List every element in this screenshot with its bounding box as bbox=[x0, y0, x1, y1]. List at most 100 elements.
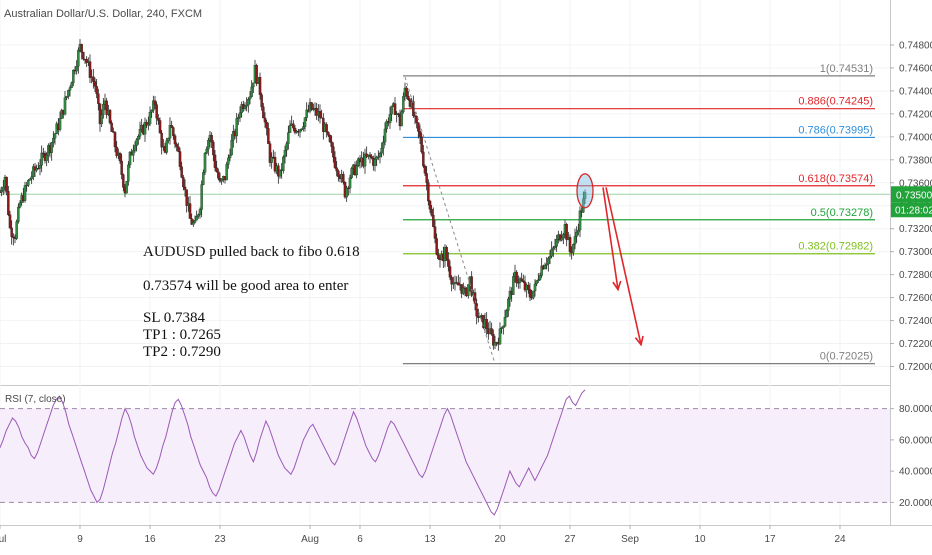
x-tick-label: 16 bbox=[144, 534, 156, 545]
fib-level-label: 0.5(0.73278) bbox=[811, 207, 873, 219]
candle-body bbox=[63, 97, 67, 115]
candle-body bbox=[417, 122, 420, 132]
tp1-arrow-head bbox=[612, 280, 622, 292]
candle-body bbox=[75, 66, 78, 72]
rsi-tick-label: 40.0000 bbox=[899, 467, 932, 478]
candle-body bbox=[540, 265, 543, 276]
candle-body bbox=[77, 49, 80, 67]
candle-body bbox=[160, 132, 163, 148]
candle-body bbox=[318, 111, 322, 118]
candle-body bbox=[143, 122, 147, 135]
candle-body bbox=[363, 153, 367, 167]
price-tick-label: 0.73600 bbox=[899, 178, 932, 189]
price-tick-label: 0.72600 bbox=[899, 293, 932, 304]
candle-body bbox=[92, 76, 95, 82]
candle-body bbox=[492, 333, 495, 346]
candle-body bbox=[555, 239, 558, 247]
candle-body bbox=[512, 276, 515, 295]
candle-body bbox=[493, 342, 497, 346]
candle-body bbox=[490, 328, 493, 335]
fib-level-label: 0.382(0.72982) bbox=[798, 241, 873, 253]
candle-body bbox=[550, 248, 553, 257]
candle-body bbox=[515, 271, 518, 284]
candle-body bbox=[462, 287, 465, 294]
candle-body bbox=[310, 102, 313, 110]
candle-body bbox=[112, 131, 115, 133]
candle-body bbox=[292, 123, 295, 129]
candle-body bbox=[302, 126, 305, 130]
fib-level-label: 0.786(0.73995) bbox=[798, 124, 873, 136]
candle-body bbox=[485, 319, 488, 329]
candle-body bbox=[168, 125, 172, 139]
fib-level-label: 0.886(0.74245) bbox=[798, 96, 873, 108]
candle-body bbox=[152, 100, 155, 111]
price-tick-label: 0.73200 bbox=[899, 224, 932, 235]
candle-body bbox=[58, 118, 62, 130]
candle-body bbox=[8, 214, 12, 229]
candle-body bbox=[230, 140, 233, 156]
candle-body bbox=[40, 152, 43, 166]
candle-body bbox=[72, 69, 75, 84]
candle-body bbox=[203, 153, 207, 173]
candle-body bbox=[478, 315, 482, 318]
candle-body bbox=[193, 220, 197, 223]
candle-body bbox=[197, 214, 200, 217]
candle-body bbox=[502, 325, 505, 329]
candle-body bbox=[500, 327, 503, 329]
candle-body bbox=[565, 224, 568, 241]
candle-body bbox=[128, 151, 132, 166]
candle-body bbox=[330, 141, 333, 147]
candle-body bbox=[38, 165, 42, 169]
tp2-arrow-head bbox=[634, 335, 644, 347]
candle-body bbox=[425, 173, 428, 183]
candle-body bbox=[127, 164, 130, 182]
x-tick-label: Jul bbox=[0, 534, 6, 545]
price-tick-label: 0.74200 bbox=[899, 109, 932, 120]
candle-body bbox=[545, 263, 548, 266]
entry-zone-ellipse bbox=[576, 173, 594, 209]
candle-body bbox=[382, 141, 385, 149]
candle-body bbox=[155, 104, 158, 119]
candle-body bbox=[115, 146, 118, 156]
candle-body bbox=[260, 94, 263, 108]
candle-body bbox=[405, 87, 408, 97]
candle-body bbox=[533, 283, 537, 292]
candle-body bbox=[522, 280, 525, 283]
candle-body bbox=[303, 117, 307, 127]
candle-body bbox=[370, 156, 373, 159]
candle-body bbox=[577, 229, 580, 233]
price-tick-label: 0.74400 bbox=[899, 86, 932, 97]
candle-body bbox=[332, 146, 335, 158]
candle-body bbox=[202, 172, 205, 185]
candle-body bbox=[85, 59, 88, 63]
x-tick-label: 27 bbox=[564, 534, 576, 545]
candle-body bbox=[0, 189, 3, 193]
candle-body bbox=[282, 156, 285, 171]
candle-body bbox=[67, 90, 70, 97]
candle-body bbox=[5, 176, 8, 192]
candle-body bbox=[65, 96, 68, 98]
candle-body bbox=[45, 155, 48, 161]
candle-body bbox=[250, 86, 253, 97]
candle-body bbox=[418, 131, 422, 137]
candle-body bbox=[422, 151, 425, 167]
candle-body bbox=[113, 132, 117, 148]
candle-body bbox=[505, 310, 508, 318]
candle-body bbox=[390, 105, 393, 115]
candle-body bbox=[560, 237, 563, 241]
candle-body bbox=[28, 178, 32, 181]
x-tick-label: 24 bbox=[834, 534, 846, 545]
candle-body bbox=[350, 168, 353, 179]
candle-body bbox=[312, 108, 315, 110]
candle-body bbox=[245, 104, 248, 107]
candle-body bbox=[283, 149, 287, 158]
candle-body bbox=[547, 258, 550, 265]
candle-body bbox=[287, 132, 290, 144]
candle-body bbox=[210, 134, 213, 143]
candle-body bbox=[498, 328, 502, 345]
candle-body bbox=[380, 147, 383, 154]
x-tick-label: 20 bbox=[494, 534, 506, 545]
candle-body bbox=[52, 138, 55, 143]
candle-body bbox=[50, 142, 53, 153]
